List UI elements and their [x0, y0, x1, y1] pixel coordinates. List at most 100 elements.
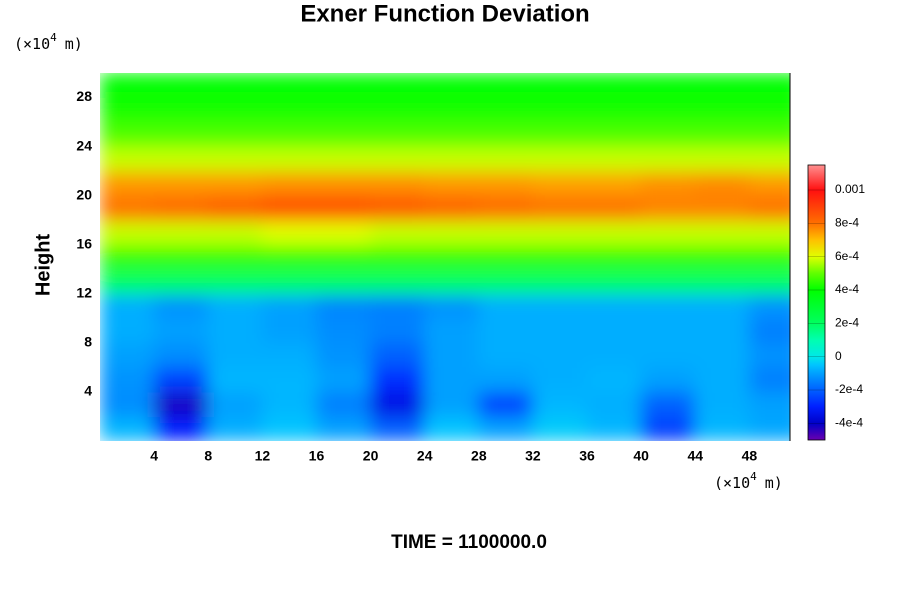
field-cell — [586, 317, 642, 344]
field-cell — [153, 73, 209, 99]
field-cell — [261, 415, 317, 441]
field-cell — [207, 219, 263, 246]
field-cell — [370, 391, 426, 417]
field-cell — [478, 244, 534, 270]
y-tick-label: 28 — [76, 88, 92, 104]
field-cell — [532, 244, 588, 270]
field-cell — [694, 366, 750, 393]
field-cell — [315, 195, 372, 221]
field-cell — [370, 97, 426, 123]
colorbar-tick-label: 0.001 — [835, 182, 865, 196]
field-cell — [370, 170, 426, 197]
field-cell — [640, 415, 696, 441]
field-cell — [315, 146, 372, 172]
field-cell — [207, 268, 263, 295]
field-cell — [315, 219, 372, 246]
field-cell — [748, 268, 790, 295]
x-tick-label: 20 — [363, 448, 379, 464]
y-unit-unit: m) — [65, 35, 83, 53]
field-cell — [207, 366, 263, 393]
field-cell — [370, 366, 426, 393]
field-cell — [315, 366, 372, 393]
colorbar-tick-label: 4e-4 — [835, 282, 859, 296]
field-cell — [532, 268, 588, 295]
y-tick-label: 12 — [76, 285, 92, 301]
field-cell — [478, 121, 534, 148]
field-cell — [694, 97, 750, 123]
field-cell — [640, 391, 696, 417]
field-cell — [153, 97, 209, 123]
field-cell — [532, 366, 588, 393]
field-cell — [532, 146, 588, 172]
colorbar: -4e-4 -2e-4 0 2e-4 4e-4 6e-4 8e-4 0.001 — [807, 164, 865, 441]
field-cell — [370, 293, 426, 319]
field-cell — [100, 146, 155, 172]
field-cell — [424, 366, 480, 393]
field-cell — [478, 146, 534, 172]
field-cell — [261, 121, 317, 148]
y-axis-label: Height — [32, 234, 54, 297]
field-cell — [315, 170, 372, 197]
field-cell — [532, 391, 588, 417]
field-cell — [370, 195, 426, 221]
field-cell — [100, 391, 155, 417]
field-cell — [694, 121, 750, 148]
x-unit-base: (×10 — [714, 474, 750, 492]
field-cell — [478, 366, 534, 393]
field-cell — [640, 97, 696, 123]
field-cell — [532, 342, 588, 368]
field-cell — [424, 268, 480, 295]
field-cell — [748, 146, 790, 172]
x-tick-label: 28 — [471, 448, 487, 464]
field-cell — [153, 293, 209, 319]
field-cell — [478, 97, 534, 123]
field-cell — [153, 415, 209, 441]
field-cell — [100, 293, 155, 319]
field-cell — [424, 195, 480, 221]
field-cell — [207, 195, 263, 221]
field-cell — [100, 121, 155, 148]
field-cell — [640, 170, 696, 197]
field-cell — [586, 219, 642, 246]
field-cell — [261, 293, 317, 319]
field-cell — [694, 342, 750, 368]
colorbar-tick-label: 8e-4 — [835, 216, 859, 230]
field-cell — [370, 317, 426, 344]
field-cell — [640, 366, 696, 393]
field-cell — [315, 415, 372, 441]
field-cell — [748, 195, 790, 221]
field-cell — [694, 293, 750, 319]
field-cell — [315, 244, 372, 270]
field-cell — [694, 244, 750, 270]
field-cell — [694, 170, 750, 197]
field-cell — [532, 73, 588, 99]
field-cell — [532, 415, 588, 441]
field-cell — [748, 366, 790, 393]
field-cell — [100, 170, 155, 197]
field-cell — [100, 73, 155, 99]
field-cell — [748, 73, 790, 99]
field-cell — [586, 293, 642, 319]
field-cell — [370, 342, 426, 368]
field-cell — [424, 97, 480, 123]
y-unit-exp: 4 — [50, 31, 57, 44]
field-cell — [315, 317, 372, 344]
field-cell — [424, 391, 480, 417]
footer: TIME = 1100000.0 — [391, 532, 547, 553]
field-cell — [532, 97, 588, 123]
field-cell — [370, 244, 426, 270]
field-cell — [640, 244, 696, 270]
field-cell — [586, 268, 642, 295]
field-cell — [424, 317, 480, 344]
field-cell — [261, 391, 317, 417]
field-cell — [100, 415, 155, 441]
field-cell — [640, 219, 696, 246]
field-cell — [153, 146, 209, 172]
y-tick-label: 4 — [84, 383, 92, 399]
field-cell — [478, 317, 534, 344]
field-cell — [424, 342, 480, 368]
colorbar-tick-label: 6e-4 — [835, 249, 859, 263]
field-cell — [207, 170, 263, 197]
colorbar-tick-label: 2e-4 — [835, 316, 859, 330]
